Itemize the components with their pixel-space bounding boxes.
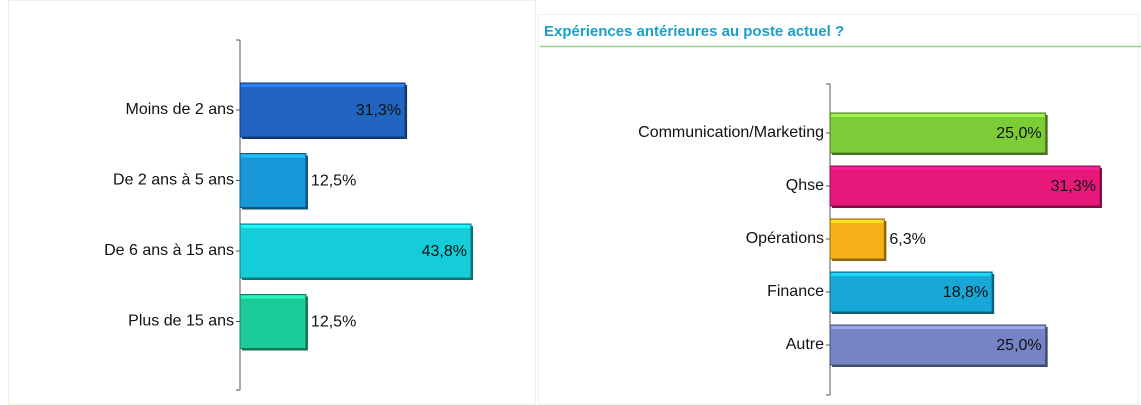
category-label: Qhse — [786, 177, 824, 194]
value-label: 6,3% — [889, 231, 925, 248]
category-label: Opérations — [746, 230, 824, 247]
value-label: 12,5% — [311, 173, 356, 190]
bar-highlight — [831, 167, 1099, 170]
value-label: 31,3% — [356, 102, 401, 119]
category-label: Moins de 2 ans — [125, 101, 234, 118]
value-label: 25,0% — [996, 337, 1041, 354]
bar — [239, 82, 406, 138]
bar-highlight — [831, 273, 992, 276]
bar-highlight — [831, 220, 884, 223]
value-label: 43,8% — [422, 243, 467, 260]
value-label: 31,3% — [1051, 178, 1096, 195]
bar — [829, 112, 1047, 154]
bar — [829, 324, 1047, 366]
category-label: De 2 ans à 5 ans — [113, 172, 234, 189]
bar — [239, 153, 307, 208]
bar-highlight — [241, 84, 405, 87]
bar — [829, 271, 993, 313]
value-label: 12,5% — [311, 314, 356, 331]
category-label: Finance — [767, 283, 824, 300]
category-label: Plus de 15 ans — [128, 313, 234, 330]
bar-highlight — [831, 114, 1045, 117]
category-label: Autre — [786, 336, 824, 353]
bar — [239, 294, 307, 349]
bar-highlight — [241, 295, 305, 299]
value-label: 18,8% — [943, 284, 988, 301]
value-label: 25,0% — [996, 125, 1041, 142]
bar-highlight — [831, 326, 1045, 329]
bar — [829, 165, 1101, 207]
bar — [829, 218, 885, 260]
bar — [239, 223, 472, 279]
chart-title: Expériences antérieures au poste actuel … — [544, 23, 844, 40]
category-label: De 6 ans à 15 ans — [104, 242, 234, 259]
bar-highlight — [241, 225, 470, 228]
bar-highlight — [241, 154, 305, 158]
category-label: Communication/Marketing — [638, 124, 824, 141]
